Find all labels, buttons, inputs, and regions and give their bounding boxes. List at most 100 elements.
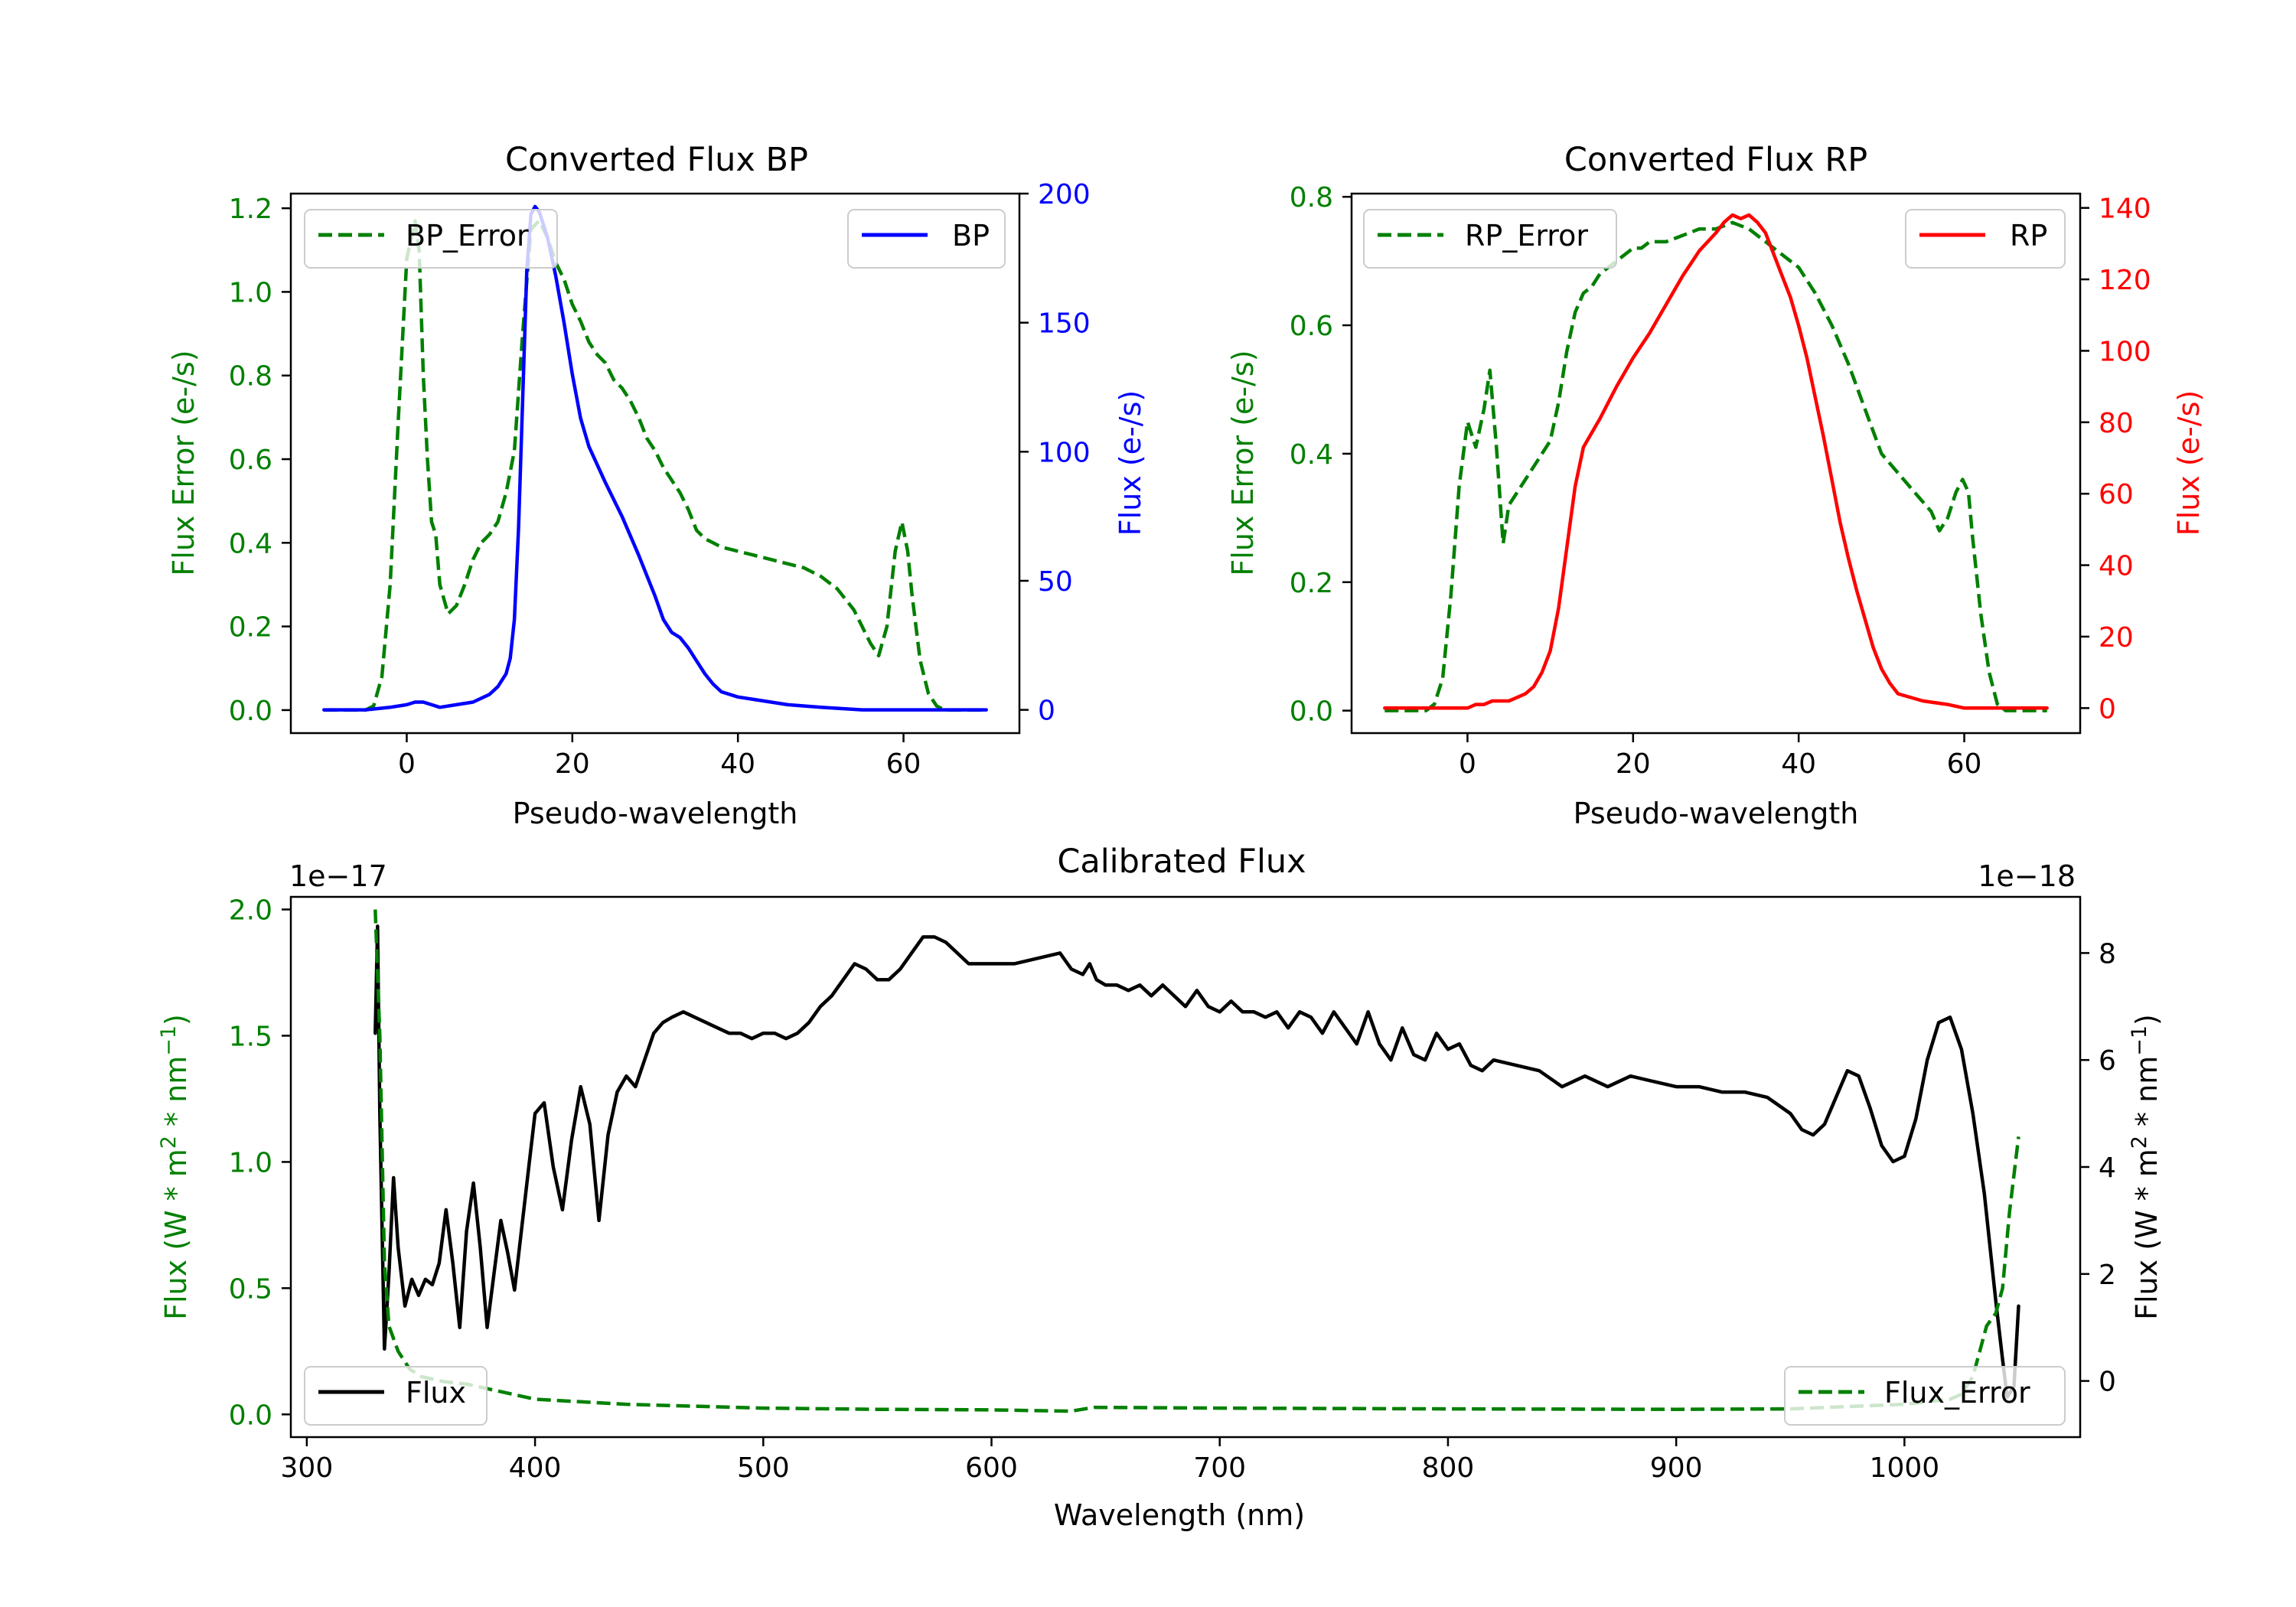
rp-axes-frame xyxy=(1350,192,2082,735)
cal-axes-frame xyxy=(289,895,2082,1439)
rp-plot-content xyxy=(1383,213,2049,712)
cal-x-tick-label: 800 xyxy=(1422,1452,1475,1484)
rp-right-tick-label: 0 xyxy=(2099,693,2116,725)
bp-axes-frame xyxy=(289,192,1021,735)
bp-left-tick-label: 1.0 xyxy=(229,277,272,308)
bp-legend-flux: BP xyxy=(847,209,1006,269)
cal-left-tick-label: 1.5 xyxy=(229,1021,272,1052)
bp-left-tick-label: 0.6 xyxy=(229,445,272,476)
cal-x-tick-label: 600 xyxy=(965,1452,1018,1484)
rp-x-tick-label: 60 xyxy=(1947,748,1982,780)
bp-left-tick-label: 0.8 xyxy=(229,361,272,393)
bp-right-tick-label: 50 xyxy=(1038,566,1073,598)
bp-right-ticks: 0 50 100 150 200 xyxy=(1019,179,1091,727)
rp-left-tick-label: 0.4 xyxy=(1290,439,1333,471)
cal-x-tick-label: 700 xyxy=(1193,1452,1246,1484)
cal-x-tick-label: 400 xyxy=(509,1452,562,1484)
bp-x-tick-label: 20 xyxy=(555,748,590,780)
cal-left-tick-label: 0.0 xyxy=(229,1400,272,1431)
rp-left-tick-label: 0.2 xyxy=(1290,568,1333,599)
rp-x-tick-label: 20 xyxy=(1616,748,1651,780)
rp-title: Converted Flux RP xyxy=(1564,141,1867,179)
rp-right-tick-label: 60 xyxy=(2099,479,2134,510)
cal-right-tick-label: 2 xyxy=(2099,1260,2116,1291)
bp-legend-error-label: BP_Error xyxy=(406,219,529,253)
bp-left-tick-label: 0.4 xyxy=(229,528,272,559)
rp-left-axis-label: Flux Error (e-/s) xyxy=(1226,350,1260,575)
cal-title: Calibrated Flux xyxy=(1057,843,1306,881)
cal-legend-flux: Flux xyxy=(304,1366,488,1426)
cal-left-tick-label: 0.5 xyxy=(229,1273,272,1305)
bp-x-tick-label: 60 xyxy=(886,748,921,780)
cal-x-tick-label: 900 xyxy=(1650,1452,1703,1484)
cal-x-ticks: 300 400 500 600 700 800 900 1000 xyxy=(281,1437,1940,1484)
bp-left-ticks: 0.0 0.2 0.4 0.6 0.8 1.0 1.2 xyxy=(229,194,291,727)
cal-legend-flux-label: Flux xyxy=(406,1376,466,1410)
bp-series-bp-line xyxy=(322,204,988,712)
cal-x-tick-label: 1000 xyxy=(1870,1452,1940,1484)
rp-panel: Converted Flux RP 0 20 40 60 0.00.20.40.60.… xyxy=(1226,141,2206,830)
bp-x-tick-label: 0 xyxy=(398,748,416,780)
cal-left-ticks: 0.0 0.5 1.0 1.5 2.0 xyxy=(229,895,291,1431)
rp-right-tick-label: 40 xyxy=(2099,551,2134,582)
cal-right-offset-text: 1e−18 xyxy=(1978,859,2076,893)
bp-left-tick-label: 1.2 xyxy=(229,194,272,225)
rp-right-tick-label: 100 xyxy=(2099,336,2151,367)
bp-left-tick-label: 0.2 xyxy=(229,612,272,644)
bp-left-axis-label: Flux Error (e-/s) xyxy=(167,350,201,575)
bp-series-bp-error-line xyxy=(324,219,987,712)
cal-right-tick-label: 6 xyxy=(2099,1045,2116,1077)
rp-right-tick-label: 120 xyxy=(2099,265,2151,296)
cal-left-tick-label: 2.0 xyxy=(229,895,272,926)
bp-right-tick-label: 150 xyxy=(1038,308,1091,340)
cal-right-ticks: 0 2 4 6 8 xyxy=(2080,938,2116,1398)
bp-legend-flux-label: BP xyxy=(952,219,990,253)
rp-series-rp-error-line xyxy=(1384,220,2047,712)
cal-left-tick-label: 1.0 xyxy=(229,1147,272,1178)
bp-right-axis-label: Flux (e-/s) xyxy=(1114,390,1147,536)
cal-panel: Calibrated Flux 1e−17 1e−18 300 400 500 600… xyxy=(157,843,2164,1532)
rp-x-ticks: 0 20 40 60 xyxy=(1459,733,1981,780)
rp-left-ticks: 0.0 0.2 0.4 0.6 0.8 xyxy=(1290,182,1352,728)
rp-right-ticks: 0 20 40 60 80 100 120 140 xyxy=(2080,194,2151,725)
rp-x-axis-label: Pseudo-wavelength xyxy=(1574,797,1859,830)
cal-plot-content xyxy=(373,909,2020,1413)
bp-right-tick-label: 100 xyxy=(1038,437,1091,468)
rp-left-tick-label: 0.0 xyxy=(1290,696,1333,728)
rp-legend-error: RP_Error xyxy=(1363,209,1617,269)
cal-series-flux-error-line xyxy=(373,909,2020,1413)
cal-x-axis-label: Wavelength (nm) xyxy=(1054,1498,1305,1532)
bp-title: Converted Flux BP xyxy=(505,141,808,179)
cal-legend-error-label: Flux_Error xyxy=(1884,1376,2030,1410)
bp-x-ticks: 0 20 40 60 xyxy=(398,733,921,780)
cal-left-axis-label: Flux (W * m2 * nm−1) xyxy=(157,1014,193,1320)
rp-legend-error-label: RP_Error xyxy=(1465,219,1588,253)
rp-x-tick-label: 40 xyxy=(1781,748,1816,780)
cal-legend-error: Flux_Error xyxy=(1784,1366,2066,1426)
bp-right-tick-label: 200 xyxy=(1038,179,1091,210)
bp-plot-content xyxy=(322,204,988,712)
rp-right-tick-label: 80 xyxy=(2099,408,2134,439)
cal-x-tick-label: 300 xyxy=(281,1452,334,1484)
rp-left-tick-label: 0.8 xyxy=(1290,182,1333,214)
bp-left-tick-label: 0.0 xyxy=(229,696,272,727)
cal-right-tick-label: 0 xyxy=(2099,1367,2116,1398)
rp-left-tick-label: 0.6 xyxy=(1290,311,1333,342)
rp-right-tick-label: 20 xyxy=(2099,622,2134,654)
cal-left-offset-text: 1e−17 xyxy=(289,859,387,893)
rp-right-tick-label: 140 xyxy=(2099,194,2151,225)
rp-right-axis-label: Flux (e-/s) xyxy=(2172,390,2206,536)
bp-legend-error: BP_Error xyxy=(304,209,558,269)
rp-x-tick-label: 0 xyxy=(1459,748,1476,780)
cal-right-tick-label: 4 xyxy=(2099,1152,2116,1184)
bp-x-axis-label: Pseudo-wavelength xyxy=(513,797,798,830)
rp-legend-flux: RP xyxy=(1905,209,2066,269)
bp-panel: Converted Flux BP 0 20 40 60 0.00.20.40.60.… xyxy=(167,141,1147,830)
bp-x-tick-label: 40 xyxy=(720,748,755,780)
bp-right-tick-label: 0 xyxy=(1038,696,1055,727)
rp-legend-flux-label: RP xyxy=(2010,219,2047,253)
cal-right-tick-label: 8 xyxy=(2099,938,2116,970)
cal-series-flux-line xyxy=(373,924,2020,1399)
cal-x-tick-label: 500 xyxy=(737,1452,790,1484)
